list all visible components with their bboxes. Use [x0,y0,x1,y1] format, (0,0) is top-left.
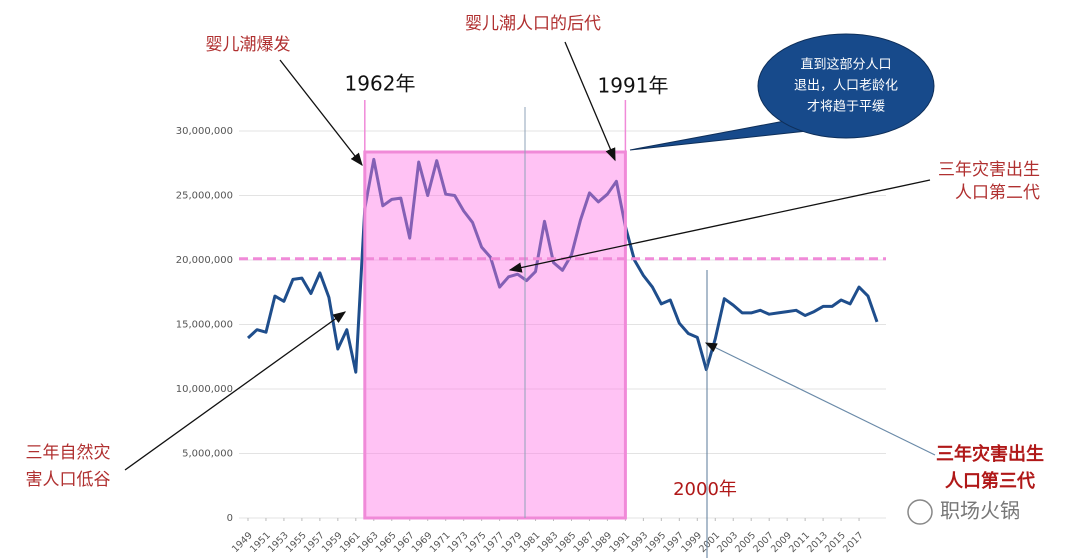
y-tick-label: 10,000,000 [176,384,233,395]
annotation-text: 退出，人口老龄化 [794,79,898,94]
annotation-text: 1962年 [345,72,416,96]
annotation-text: 直到这部分人口 [800,57,891,73]
y-tick-label: 0 [227,513,233,524]
annotation-arrow [564,41,616,162]
annotation-arrow [279,59,363,167]
y-tick-label: 30,000,000 [176,126,233,137]
y-tick-label: 20,000,000 [176,255,233,266]
annotation-text: 三年自然灾 [26,443,111,463]
callout-bubble [757,33,935,139]
data-line [246,157,879,374]
watermark-icon [907,499,933,525]
annotation-text: 1991年 [598,74,669,98]
annotation-text: 三年灾害出生 [936,443,1044,465]
watermark: 职场火锅 [940,499,1020,523]
annotation-text: 三年灾害出生 [938,160,1040,180]
x-tick-label: 2017 [841,530,866,555]
annotation-text: 才将趋于平缓 [807,100,885,115]
annotation-text: 害人口低谷 [26,470,111,490]
annotation-text: 2000年 [673,479,737,500]
annotation-text: 婴儿潮人口的后代 [465,14,601,34]
y-tick-label: 5,000,000 [182,449,233,460]
y-tick-label: 15,000,000 [176,320,233,331]
shaded-range [363,150,627,520]
annotation-line [704,342,936,456]
annotation-arrow [124,311,347,471]
annotation-arrow [508,179,931,273]
annotation-text: 婴儿潮爆发 [206,35,291,55]
annotation-text: 人口第三代 [945,470,1035,492]
y-tick-label: 25,000,000 [176,191,233,202]
annotation-text: 人口第二代 [955,183,1040,203]
